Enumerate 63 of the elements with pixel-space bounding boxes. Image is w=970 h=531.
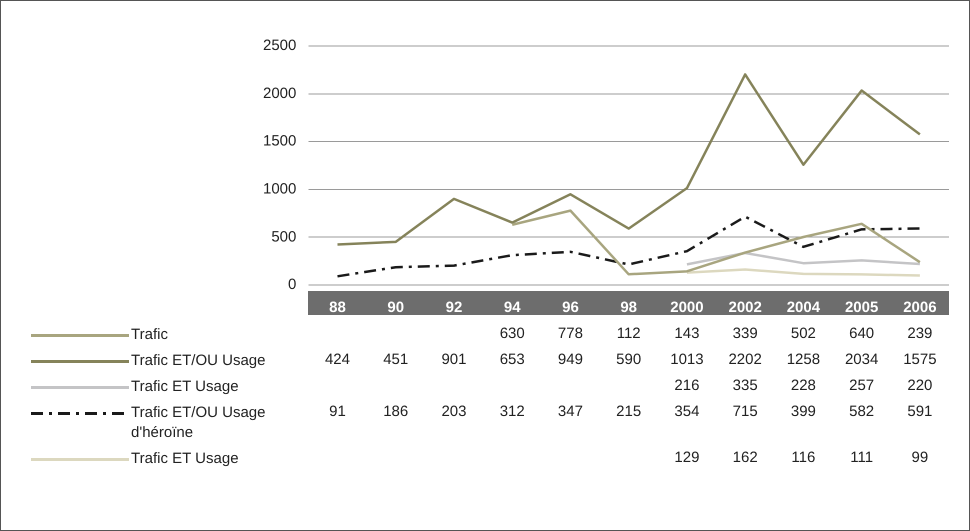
legend-label: Trafic ET Usage — [131, 449, 240, 469]
data-label: 143 — [674, 325, 700, 342]
x-tick-label: 96 — [562, 299, 579, 316]
data-label: 203 — [441, 403, 466, 420]
line-series — [336, 215, 922, 278]
x-tick-label: 92 — [446, 299, 462, 316]
y-tick-label: 1500 — [262, 132, 296, 150]
data-label: 111 — [850, 449, 874, 466]
data-label: 715 — [732, 403, 758, 420]
data-label: 399 — [790, 403, 816, 420]
data-label: 424 — [324, 351, 350, 368]
x-tick-label: 2004 — [786, 299, 821, 316]
x-tick-label: 2002 — [728, 299, 762, 316]
y-tick-label: 0 — [288, 276, 296, 294]
data-label: 312 — [500, 403, 525, 420]
data-label: 591 — [907, 403, 932, 420]
x-tick-label: 90 — [387, 299, 404, 316]
data-label: 186 — [383, 403, 408, 420]
data-label: 2202 — [728, 351, 762, 368]
data-label: 162 — [732, 449, 758, 466]
data-label: 653 — [500, 351, 525, 368]
data-label: 112 — [616, 325, 641, 342]
data-label: 216 — [674, 377, 700, 394]
y-tick-label: 2500 — [262, 37, 296, 54]
y-tick-label: 500 — [271, 228, 296, 246]
data-label: 339 — [732, 325, 758, 342]
data-label: 582 — [849, 403, 874, 420]
data-label: 590 — [616, 351, 642, 368]
data-label: 215 — [616, 403, 642, 420]
x-tick-label: 2005 — [844, 299, 878, 316]
data-label: 354 — [674, 403, 700, 420]
data-label: 239 — [907, 325, 932, 342]
data-label: 502 — [790, 325, 816, 342]
y-tick-label: 1000 — [262, 180, 296, 198]
data-label: 630 — [500, 325, 525, 342]
data-label: 901 — [441, 351, 466, 368]
data-label: 91 — [329, 403, 346, 420]
data-label: 116 — [791, 449, 816, 466]
data-label: 220 — [907, 377, 932, 394]
data-label: 1258 — [786, 351, 820, 368]
x-tick-label: 98 — [620, 299, 638, 316]
legend-label: Trafic — [131, 325, 169, 345]
data-label: 99 — [912, 449, 928, 466]
data-label: 2034 — [844, 351, 878, 368]
data-label: 347 — [558, 403, 583, 420]
data-label: 228 — [790, 377, 816, 394]
x-tick-label: 2000 — [670, 299, 704, 316]
x-tick-label: 94 — [504, 299, 522, 316]
data-label: 451 — [383, 351, 408, 368]
data-label: 640 — [849, 325, 874, 342]
legend-label: Trafic ET Usage — [131, 377, 240, 397]
data-label: 1013 — [670, 351, 704, 368]
data-label: 129 — [674, 449, 700, 466]
data-label: 257 — [849, 377, 874, 394]
legend-label: Trafic ET/OU Usage d'héroïne — [131, 403, 266, 443]
y-tick-label: 2000 — [262, 84, 296, 102]
x-tick-label: 88 — [329, 299, 346, 316]
legend-label: Trafic ET/OU Usage — [131, 351, 266, 371]
data-label: 778 — [558, 325, 583, 342]
data-label: 335 — [732, 377, 758, 394]
x-tick-label: 2006 — [903, 299, 937, 316]
data-label: 949 — [558, 351, 583, 368]
data-label: 1575 — [903, 351, 937, 368]
